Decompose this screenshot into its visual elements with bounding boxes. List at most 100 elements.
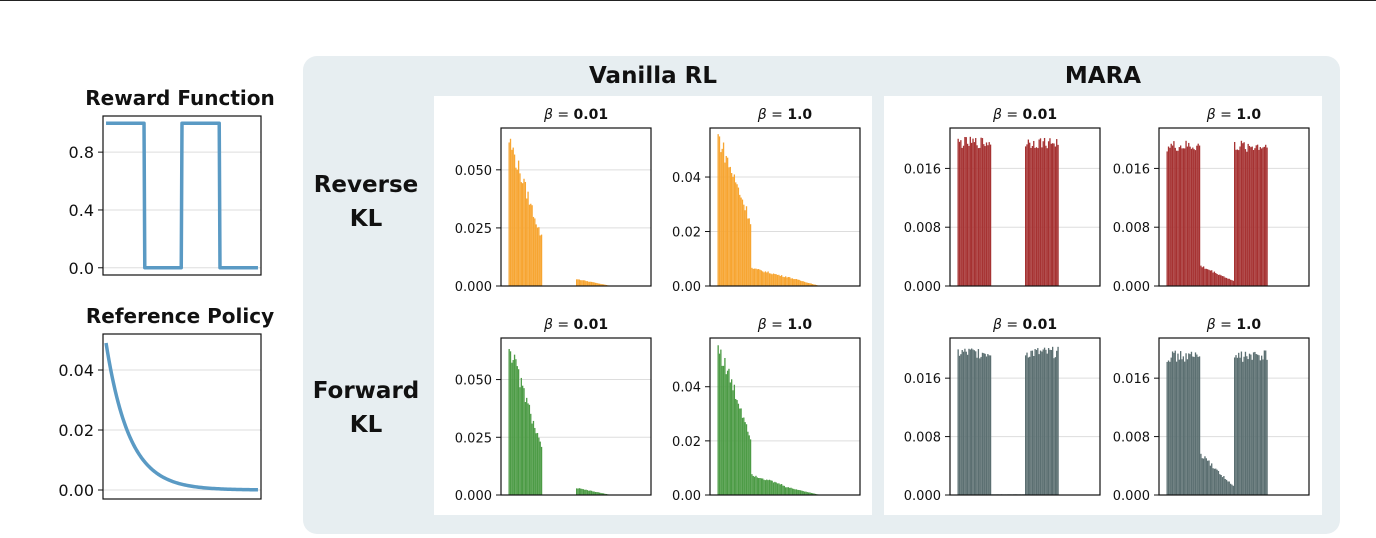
bar: [988, 355, 990, 495]
bar: [801, 281, 803, 286]
bar: [1185, 140, 1187, 286]
y-tick-label: 0.04: [672, 171, 701, 186]
bar: [515, 359, 517, 495]
bar: [576, 488, 578, 495]
top-rule: [0, 0, 1376, 1]
bar: [588, 490, 590, 495]
bar: [530, 413, 532, 495]
bar: [813, 493, 815, 495]
chart-mara_rev_001: 0.000 0.008 0.016 β = 0.01: [904, 107, 1101, 295]
y-tick-label: 0.4: [69, 201, 94, 220]
bar: [522, 385, 524, 495]
bar: [1217, 274, 1220, 286]
bar: [964, 348, 966, 495]
bar: [1169, 147, 1171, 286]
bar: [984, 146, 986, 286]
bar: [1201, 267, 1203, 286]
bar: [1189, 146, 1191, 286]
mara-header: MARA: [1064, 63, 1142, 89]
bar: [581, 280, 583, 286]
bar: [785, 487, 787, 495]
bar: [1265, 350, 1267, 495]
bar: [753, 268, 756, 286]
bar: [1200, 453, 1202, 495]
bar: [1173, 141, 1175, 286]
bar: [1038, 139, 1040, 286]
bar: [1052, 346, 1054, 495]
bar: [603, 284, 605, 286]
bar: [1184, 361, 1186, 495]
bar: [758, 478, 760, 495]
bar: [1056, 139, 1058, 286]
bar: [1196, 145, 1198, 286]
bar: [576, 279, 578, 286]
bar: [1192, 356, 1194, 495]
chart-subtitle: β = 1.0: [757, 107, 813, 123]
y-tick-label: 0.050: [455, 164, 492, 179]
bar: [717, 345, 719, 495]
bar: [981, 352, 984, 495]
bar: [589, 281, 591, 286]
bar: [1041, 351, 1043, 495]
bar: [802, 281, 804, 286]
bar: [580, 488, 582, 495]
chart-subtitle: β = 0.01: [992, 107, 1057, 123]
bar: [1192, 147, 1194, 286]
bar: [806, 282, 808, 286]
y-tick-label: 0.02: [58, 421, 94, 440]
bar: [530, 203, 532, 286]
bar: [1030, 147, 1032, 286]
bar: [985, 142, 988, 286]
plot-frame: [949, 127, 1101, 287]
bar: [733, 174, 736, 286]
y-tick-label: 0.000: [1113, 489, 1150, 504]
y-tick-label: 0.025: [455, 222, 492, 237]
bar: [774, 273, 776, 286]
chart-title: Reference Policy: [86, 304, 274, 328]
bar: [600, 492, 602, 495]
plot-frame: [500, 337, 652, 496]
bar: [536, 432, 539, 495]
bar: [1204, 456, 1206, 495]
bar: [598, 283, 601, 286]
bar: [778, 483, 780, 495]
y-tick-label: 0.000: [455, 489, 492, 504]
bar: [794, 489, 796, 495]
bar: [515, 167, 517, 286]
beta-prefix: β =: [1206, 107, 1237, 123]
bar: [782, 276, 784, 286]
reverse-kl-label-line2: KL: [349, 206, 383, 232]
bar: [1244, 351, 1247, 495]
bar: [1198, 356, 1201, 495]
bar: [1228, 481, 1230, 495]
bar: [536, 227, 539, 286]
bar: [973, 142, 976, 286]
y-tick-label: 0.02: [672, 435, 701, 450]
bar: [987, 354, 989, 495]
bar: [1193, 356, 1195, 495]
bar: [1169, 361, 1171, 495]
bar: [1255, 354, 1257, 495]
bar: [582, 280, 585, 286]
bar: [593, 282, 595, 286]
bar: [1234, 141, 1236, 286]
bar: [736, 184, 738, 286]
chart-subtitle: β = 1.0: [1206, 317, 1262, 333]
bar: [971, 348, 973, 495]
bar: [1034, 349, 1036, 495]
bar: [957, 349, 959, 495]
beta-value: 1.0: [787, 107, 812, 123]
bar: [1181, 359, 1183, 495]
bar: [760, 270, 763, 286]
bar: [782, 485, 784, 495]
bar: [743, 204, 745, 286]
bar: [1194, 352, 1197, 495]
bar: [772, 482, 775, 495]
bar: [538, 227, 540, 286]
beta-prefix: β =: [543, 107, 574, 123]
bar: [791, 278, 794, 286]
bar: [540, 446, 543, 495]
bar: [980, 137, 982, 286]
bar: [1208, 269, 1210, 286]
bar: [961, 147, 963, 286]
